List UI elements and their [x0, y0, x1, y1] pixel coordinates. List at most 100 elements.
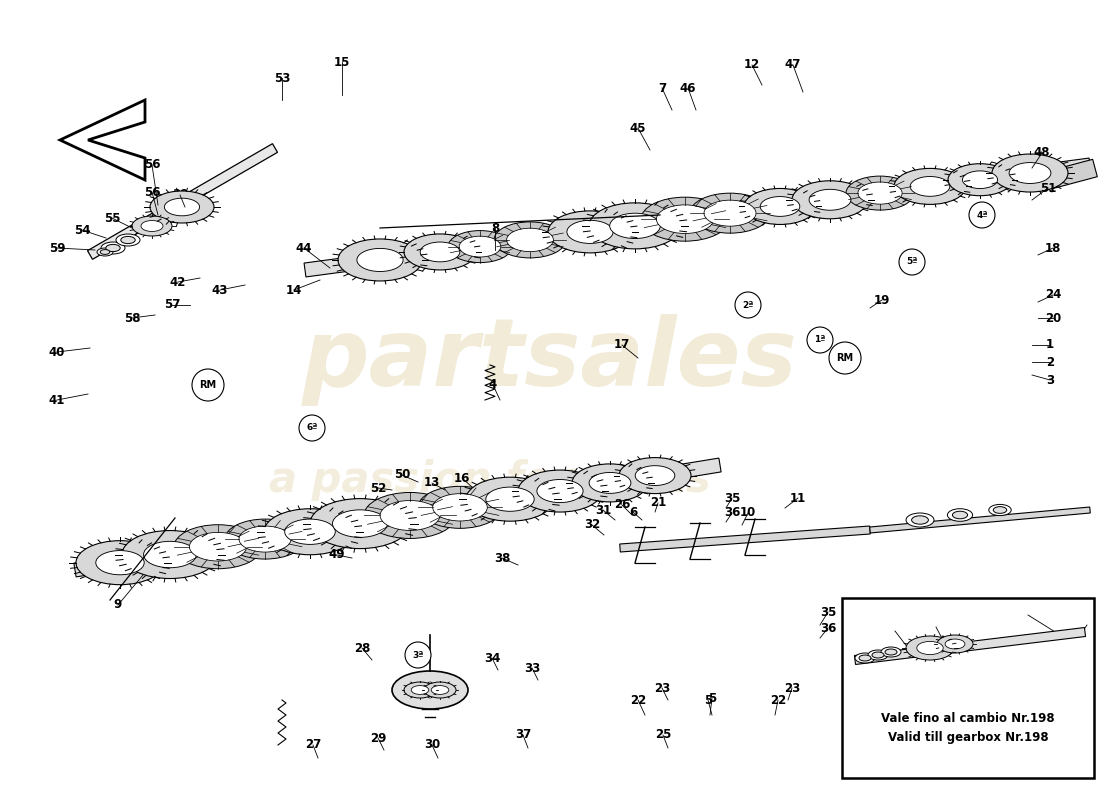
- Ellipse shape: [226, 519, 305, 559]
- Text: Valid till gearbox Nr.198: Valid till gearbox Nr.198: [888, 731, 1048, 745]
- Ellipse shape: [916, 642, 943, 654]
- Text: 45: 45: [629, 122, 647, 134]
- Text: 11: 11: [790, 491, 806, 505]
- Ellipse shape: [174, 525, 262, 569]
- Ellipse shape: [704, 200, 756, 226]
- Circle shape: [299, 415, 324, 441]
- Ellipse shape: [881, 647, 901, 657]
- Ellipse shape: [906, 636, 954, 660]
- Ellipse shape: [566, 220, 613, 243]
- Text: 35: 35: [820, 606, 836, 618]
- Ellipse shape: [859, 655, 871, 661]
- Ellipse shape: [338, 239, 422, 281]
- Ellipse shape: [144, 542, 197, 568]
- Polygon shape: [88, 144, 277, 259]
- Ellipse shape: [285, 519, 336, 544]
- Text: 23: 23: [653, 682, 670, 694]
- Ellipse shape: [912, 516, 928, 524]
- Ellipse shape: [760, 197, 800, 216]
- Ellipse shape: [609, 214, 660, 238]
- Text: 32: 32: [584, 518, 601, 531]
- Ellipse shape: [993, 506, 1007, 514]
- Text: 43: 43: [212, 283, 228, 297]
- Ellipse shape: [448, 230, 512, 262]
- Ellipse shape: [937, 635, 974, 653]
- Circle shape: [807, 327, 833, 353]
- Ellipse shape: [122, 530, 218, 578]
- Text: 57: 57: [164, 298, 180, 311]
- Text: 20: 20: [1045, 311, 1062, 325]
- Ellipse shape: [641, 197, 729, 241]
- Text: 56: 56: [144, 158, 161, 171]
- Ellipse shape: [420, 242, 460, 262]
- Bar: [842, 598, 1094, 778]
- Text: 13: 13: [424, 477, 440, 490]
- Ellipse shape: [962, 171, 998, 189]
- Ellipse shape: [239, 526, 292, 552]
- Text: 46: 46: [680, 82, 696, 94]
- Ellipse shape: [518, 470, 602, 512]
- Text: 35: 35: [724, 491, 740, 505]
- Circle shape: [829, 342, 861, 374]
- Ellipse shape: [381, 501, 440, 530]
- Ellipse shape: [101, 242, 125, 254]
- Polygon shape: [60, 100, 145, 180]
- Text: 21: 21: [650, 497, 667, 510]
- Ellipse shape: [97, 248, 113, 256]
- Polygon shape: [619, 526, 870, 552]
- Ellipse shape: [945, 639, 965, 649]
- Ellipse shape: [392, 671, 468, 709]
- Text: 3: 3: [1046, 374, 1054, 386]
- Text: 15: 15: [1080, 617, 1093, 627]
- Ellipse shape: [141, 221, 163, 231]
- Ellipse shape: [332, 510, 387, 538]
- Text: 1ª: 1ª: [814, 335, 826, 345]
- Text: 44: 44: [296, 242, 312, 254]
- Ellipse shape: [164, 198, 199, 216]
- Text: 36: 36: [724, 506, 740, 519]
- Text: 8: 8: [491, 222, 499, 234]
- Ellipse shape: [459, 236, 500, 257]
- Text: 56: 56: [144, 186, 161, 198]
- Ellipse shape: [486, 487, 535, 511]
- Ellipse shape: [404, 682, 436, 698]
- Ellipse shape: [189, 533, 246, 561]
- Circle shape: [969, 202, 996, 228]
- Ellipse shape: [356, 249, 403, 271]
- Text: 59: 59: [48, 242, 65, 254]
- Polygon shape: [74, 458, 722, 577]
- Text: 9: 9: [114, 598, 122, 611]
- Text: 15: 15: [333, 55, 350, 69]
- Ellipse shape: [855, 653, 875, 663]
- Ellipse shape: [619, 458, 691, 494]
- Ellipse shape: [431, 686, 449, 694]
- Text: 30: 30: [424, 738, 440, 751]
- Ellipse shape: [1009, 162, 1050, 183]
- Text: 55: 55: [864, 630, 877, 640]
- Text: 7: 7: [658, 82, 667, 94]
- Text: 49: 49: [329, 549, 345, 562]
- Text: 1: 1: [1046, 338, 1054, 351]
- Ellipse shape: [537, 479, 583, 502]
- Ellipse shape: [106, 245, 120, 251]
- Text: 5: 5: [708, 691, 716, 705]
- Ellipse shape: [96, 550, 144, 574]
- Ellipse shape: [100, 250, 110, 254]
- Ellipse shape: [572, 464, 648, 502]
- Ellipse shape: [953, 511, 968, 518]
- Ellipse shape: [657, 205, 714, 234]
- Ellipse shape: [872, 652, 884, 658]
- Text: 26: 26: [614, 498, 630, 511]
- Text: 29: 29: [370, 731, 386, 745]
- Text: 40: 40: [48, 346, 65, 358]
- Text: RM: RM: [199, 380, 217, 390]
- Text: 54: 54: [969, 630, 982, 640]
- Ellipse shape: [494, 222, 566, 258]
- Text: 53: 53: [1021, 607, 1035, 617]
- Polygon shape: [304, 158, 1091, 277]
- Text: 2: 2: [1046, 355, 1054, 369]
- Text: 6: 6: [629, 506, 637, 518]
- Ellipse shape: [264, 509, 356, 554]
- Ellipse shape: [411, 686, 429, 694]
- Ellipse shape: [588, 203, 681, 249]
